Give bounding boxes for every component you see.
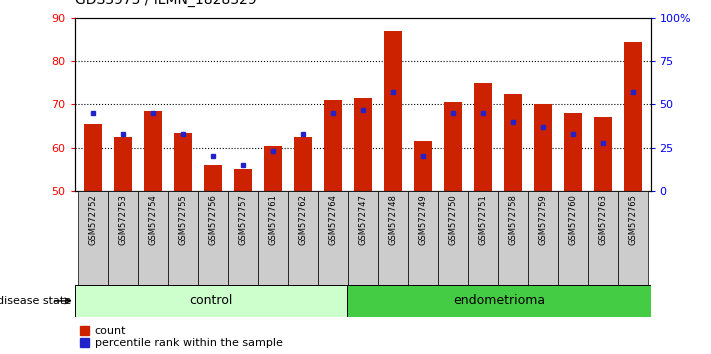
Bar [414,141,432,191]
Bar [84,124,102,191]
Text: GSM572750: GSM572750 [448,194,457,245]
Text: GSM572755: GSM572755 [178,194,187,245]
Bar [587,191,618,285]
Bar [564,113,582,191]
Text: GSM572762: GSM572762 [298,194,307,245]
Text: GSM572747: GSM572747 [358,194,367,245]
Text: control: control [189,295,232,307]
Text: GSM572761: GSM572761 [268,194,277,245]
Text: GSM572764: GSM572764 [328,194,337,245]
Bar [264,145,282,191]
Bar [407,191,437,285]
Bar [257,191,288,285]
Text: GSM572760: GSM572760 [568,194,577,245]
Bar [348,191,378,285]
Bar [533,104,552,191]
Text: GSM572754: GSM572754 [148,194,157,245]
Text: GSM572751: GSM572751 [478,194,487,245]
Text: GSM572763: GSM572763 [598,194,607,245]
Text: GSM572759: GSM572759 [538,194,547,245]
Bar [474,83,491,191]
Text: GSM572756: GSM572756 [208,194,217,245]
Text: GSM572758: GSM572758 [508,194,517,245]
Bar [138,191,168,285]
Bar [437,191,468,285]
Text: GSM572757: GSM572757 [238,194,247,245]
Bar [203,165,222,191]
Bar [594,118,611,191]
Bar [234,170,252,191]
Bar [348,285,651,317]
Text: GSM572753: GSM572753 [118,194,127,245]
Bar [468,191,498,285]
Bar [173,133,192,191]
Bar [114,137,132,191]
Bar [557,191,587,285]
Text: GSM572765: GSM572765 [628,194,637,245]
Bar [107,191,138,285]
Bar [288,191,318,285]
Bar [144,111,161,191]
Bar [618,191,648,285]
Text: GSM572748: GSM572748 [388,194,397,245]
Bar [624,41,641,191]
Bar [444,102,461,191]
Bar [294,137,311,191]
Bar [228,191,257,285]
Bar [198,191,228,285]
Text: endometrioma: endometrioma [453,295,545,307]
Bar [318,191,348,285]
Bar [168,191,198,285]
Bar [77,191,107,285]
Bar [75,285,348,317]
Bar [378,191,407,285]
Bar [503,93,522,191]
Text: GSM572752: GSM572752 [88,194,97,245]
Text: disease state: disease state [0,296,71,306]
Bar [384,31,402,191]
Text: GSM572749: GSM572749 [418,194,427,245]
Bar [324,100,341,191]
Legend: count, percentile rank within the sample: count, percentile rank within the sample [80,326,282,348]
Text: GDS3975 / ILMN_1828329: GDS3975 / ILMN_1828329 [75,0,256,7]
Bar [528,191,557,285]
Bar [353,98,372,191]
Bar [498,191,528,285]
